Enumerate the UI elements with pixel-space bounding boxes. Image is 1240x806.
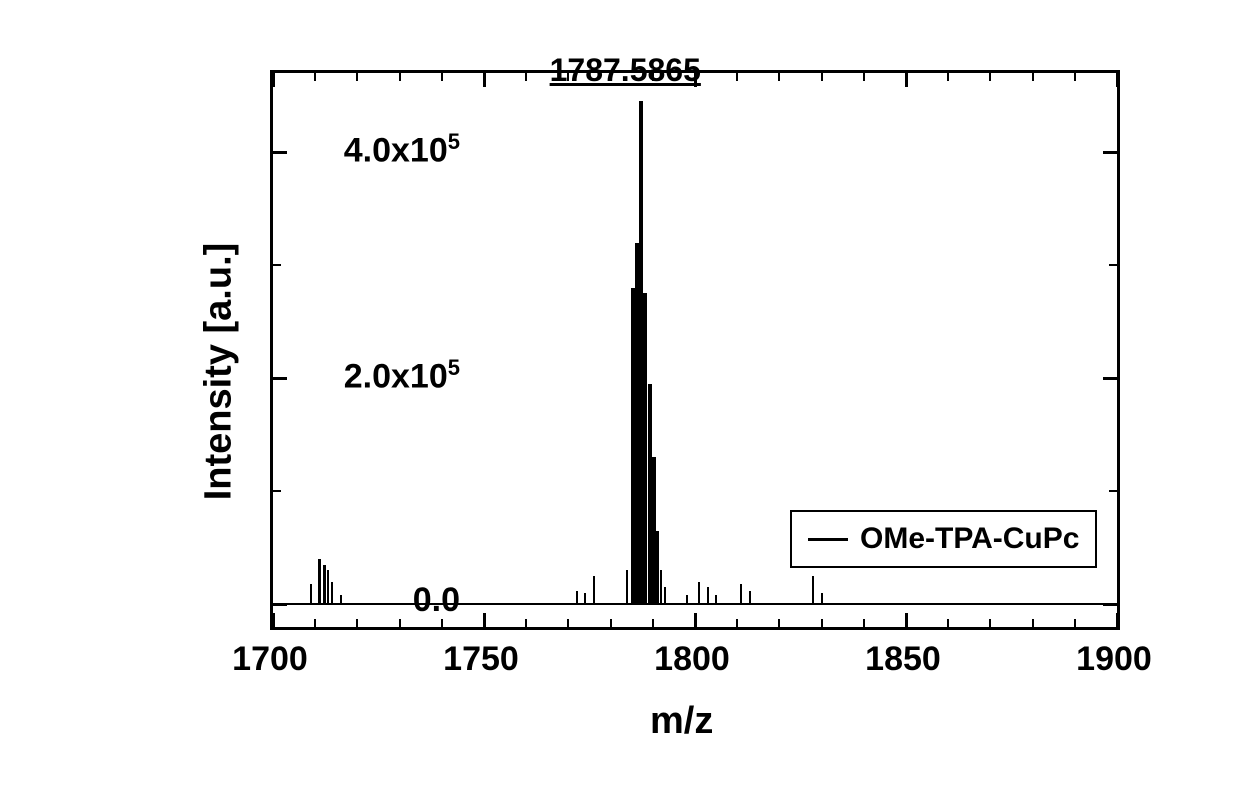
- x-tick-label: 1900: [1064, 640, 1164, 679]
- legend-line-icon: [808, 538, 848, 541]
- x-minor-tick: [821, 73, 823, 81]
- spectrum-peak: [715, 595, 717, 604]
- x-minor-tick: [989, 73, 991, 81]
- x-major-tick: [905, 73, 908, 87]
- y-minor-tick: [1109, 264, 1117, 266]
- x-minor-tick: [947, 73, 949, 81]
- x-major-tick: [272, 613, 275, 627]
- x-minor-tick: [525, 73, 527, 81]
- x-major-tick: [272, 73, 275, 87]
- y-major-tick: [1103, 603, 1117, 606]
- spectrum-peak: [749, 591, 751, 605]
- y-tick-label: 0.0: [280, 581, 460, 620]
- x-major-tick: [1116, 73, 1119, 87]
- x-minor-tick: [947, 619, 949, 627]
- spectrum-peak: [698, 582, 700, 605]
- x-minor-tick: [652, 619, 654, 627]
- y-major-tick: [1103, 151, 1117, 154]
- spectrum-peak: [626, 570, 628, 604]
- spectrum-peak: [740, 584, 742, 604]
- y-minor-tick: [273, 264, 281, 266]
- legend-item-label: OMe-TPA-CuPc: [860, 522, 1079, 556]
- y-tick-label: 2.0x105: [280, 355, 460, 396]
- x-minor-tick: [778, 619, 780, 627]
- spectrum-peak: [584, 593, 586, 604]
- x-minor-tick: [1074, 619, 1076, 627]
- x-minor-tick: [610, 619, 612, 627]
- x-minor-tick: [567, 619, 569, 627]
- spectrum-peak: [593, 576, 595, 604]
- x-major-tick: [1116, 613, 1119, 627]
- spectrum-peak: [686, 595, 688, 604]
- y-axis-label: Intensity [a.u.]: [197, 243, 240, 501]
- spectrum-peak: [821, 593, 823, 604]
- y-major-tick: [1103, 377, 1117, 380]
- x-major-tick: [905, 613, 908, 627]
- x-minor-tick: [441, 73, 443, 81]
- x-minor-tick: [863, 73, 865, 81]
- x-axis-label: m/z: [650, 700, 713, 743]
- chart-container: Intensity [a.u.] m/z 1787.5865 OMe-TPA-C…: [120, 40, 1170, 740]
- x-tick-label: 1850: [853, 640, 953, 679]
- x-major-tick: [483, 73, 486, 87]
- y-minor-tick: [1109, 490, 1117, 492]
- spectrum-peak: [812, 576, 814, 604]
- y-minor-tick: [273, 490, 281, 492]
- x-minor-tick: [778, 73, 780, 81]
- x-major-tick: [483, 613, 486, 627]
- spectrum-peak: [576, 591, 578, 605]
- peak-annotation: 1787.5865: [550, 52, 701, 89]
- x-minor-tick: [1074, 73, 1076, 81]
- spectrum-peak: [664, 587, 666, 604]
- x-tick-label: 1700: [220, 640, 320, 679]
- spectrum-peak: [707, 587, 709, 604]
- x-minor-tick: [356, 73, 358, 81]
- x-minor-tick: [736, 73, 738, 81]
- x-minor-tick: [989, 619, 991, 627]
- x-minor-tick: [736, 619, 738, 627]
- spectrum-peak: [656, 531, 659, 604]
- x-minor-tick: [863, 619, 865, 627]
- x-minor-tick: [821, 619, 823, 627]
- x-minor-tick: [525, 619, 527, 627]
- x-tick-label: 1750: [431, 640, 531, 679]
- x-major-tick: [694, 613, 697, 627]
- spectrum-peak: [660, 570, 662, 604]
- x-minor-tick: [314, 73, 316, 81]
- x-tick-label: 1800: [642, 640, 742, 679]
- legend: OMe-TPA-CuPc: [790, 510, 1097, 568]
- x-minor-tick: [1032, 619, 1034, 627]
- x-minor-tick: [399, 73, 401, 81]
- y-tick-label: 4.0x105: [280, 129, 460, 170]
- x-minor-tick: [1032, 73, 1034, 81]
